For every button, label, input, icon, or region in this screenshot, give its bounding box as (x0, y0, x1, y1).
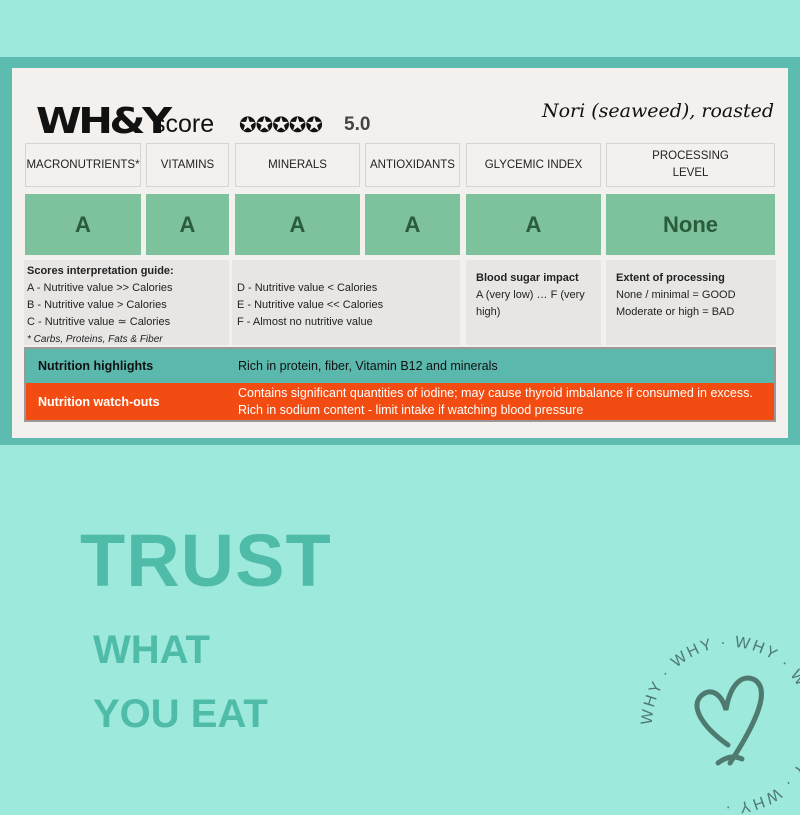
guide-line: E - Nutritive value << Calories (237, 299, 384, 311)
col-header-macronutrients: MACRONUTRIENTS* (25, 143, 141, 187)
grade-glycemic: A (466, 194, 601, 255)
scores-guide: Scores interpretation guide: A - Nutriti… (24, 260, 229, 345)
badge-ring-text: WHY · WHY · WHY · WHY · WHY · WHY · (639, 634, 800, 815)
guide-line: D - Nutritive value < Calories (237, 282, 378, 294)
guide-line: A - Nutritive value >> Calories (27, 282, 173, 294)
watchouts-text: Contains significant quantities of iodin… (238, 385, 753, 417)
why-heart-badge: WHY · WHY · WHY · WHY · WHY · WHY · (639, 634, 800, 815)
col-header-antioxidants: ANTIOXIDANTS (365, 143, 460, 187)
grade-macronutrients: A (25, 194, 141, 255)
guide-title: Scores interpretation guide: (27, 265, 174, 277)
tagline-what: WHAT (93, 628, 210, 672)
grade-antioxidants: A (365, 194, 460, 255)
tagline-you-eat: YOU EAT (93, 692, 268, 736)
scores-guide-2: D - Nutritive value < Calories E - Nutri… (232, 260, 460, 345)
highlights-label: Nutrition highlights (38, 359, 154, 373)
why-logo: WH&Y (36, 101, 172, 142)
grade-processing: None (606, 194, 775, 255)
heart-icon (694, 675, 764, 766)
nutrition-highlights-row: Nutrition highlights Rich in protein, fi… (24, 347, 776, 383)
col-header-glycemic: GLYCEMIC INDEX (466, 143, 601, 187)
rating-value: 5.0 (344, 114, 371, 135)
col-header-vitamins: VITAMINS (146, 143, 229, 187)
highlights-text: Rich in protein, fiber, Vitamin B12 and … (238, 359, 498, 373)
product-name: Nori (seaweed), roasted (541, 100, 774, 122)
glycemic-guide: Blood sugar impact A (very low) … F (ver… (466, 260, 601, 345)
processing-guide: Extent of processing None / minimal = GO… (606, 260, 776, 345)
processing-line: Moderate or high = BAD (616, 306, 735, 318)
guide-line: F - Almost no nutritive value (237, 316, 373, 328)
guide-line: B - Nutritive value > Calories (27, 299, 167, 311)
guide-footnote: * Carbs, Proteins, Fats & Fiber (27, 334, 163, 345)
processing-line: None / minimal = GOOD (616, 289, 736, 301)
col-header-processing: PROCESSING LEVEL (606, 143, 775, 187)
col-header-minerals: MINERALS (235, 143, 360, 187)
grade-minerals: A (235, 194, 360, 255)
glycemic-text: A (very low) … F (very high) (476, 289, 585, 318)
processing-title: Extent of processing (616, 272, 725, 284)
score-label: score (153, 110, 215, 138)
star-rating-icons: ✪✪✪✪✪ (239, 114, 323, 137)
grade-vitamins: A (146, 194, 229, 255)
nutrition-watchouts-row: Nutrition watch-outs Contains significan… (24, 383, 776, 422)
guide-line: C - Nutritive value ≃ Calories (27, 316, 171, 328)
tagline-trust: TRUST (80, 519, 332, 602)
watchouts-label: Nutrition watch-outs (38, 394, 160, 409)
glycemic-title: Blood sugar impact (476, 272, 579, 284)
